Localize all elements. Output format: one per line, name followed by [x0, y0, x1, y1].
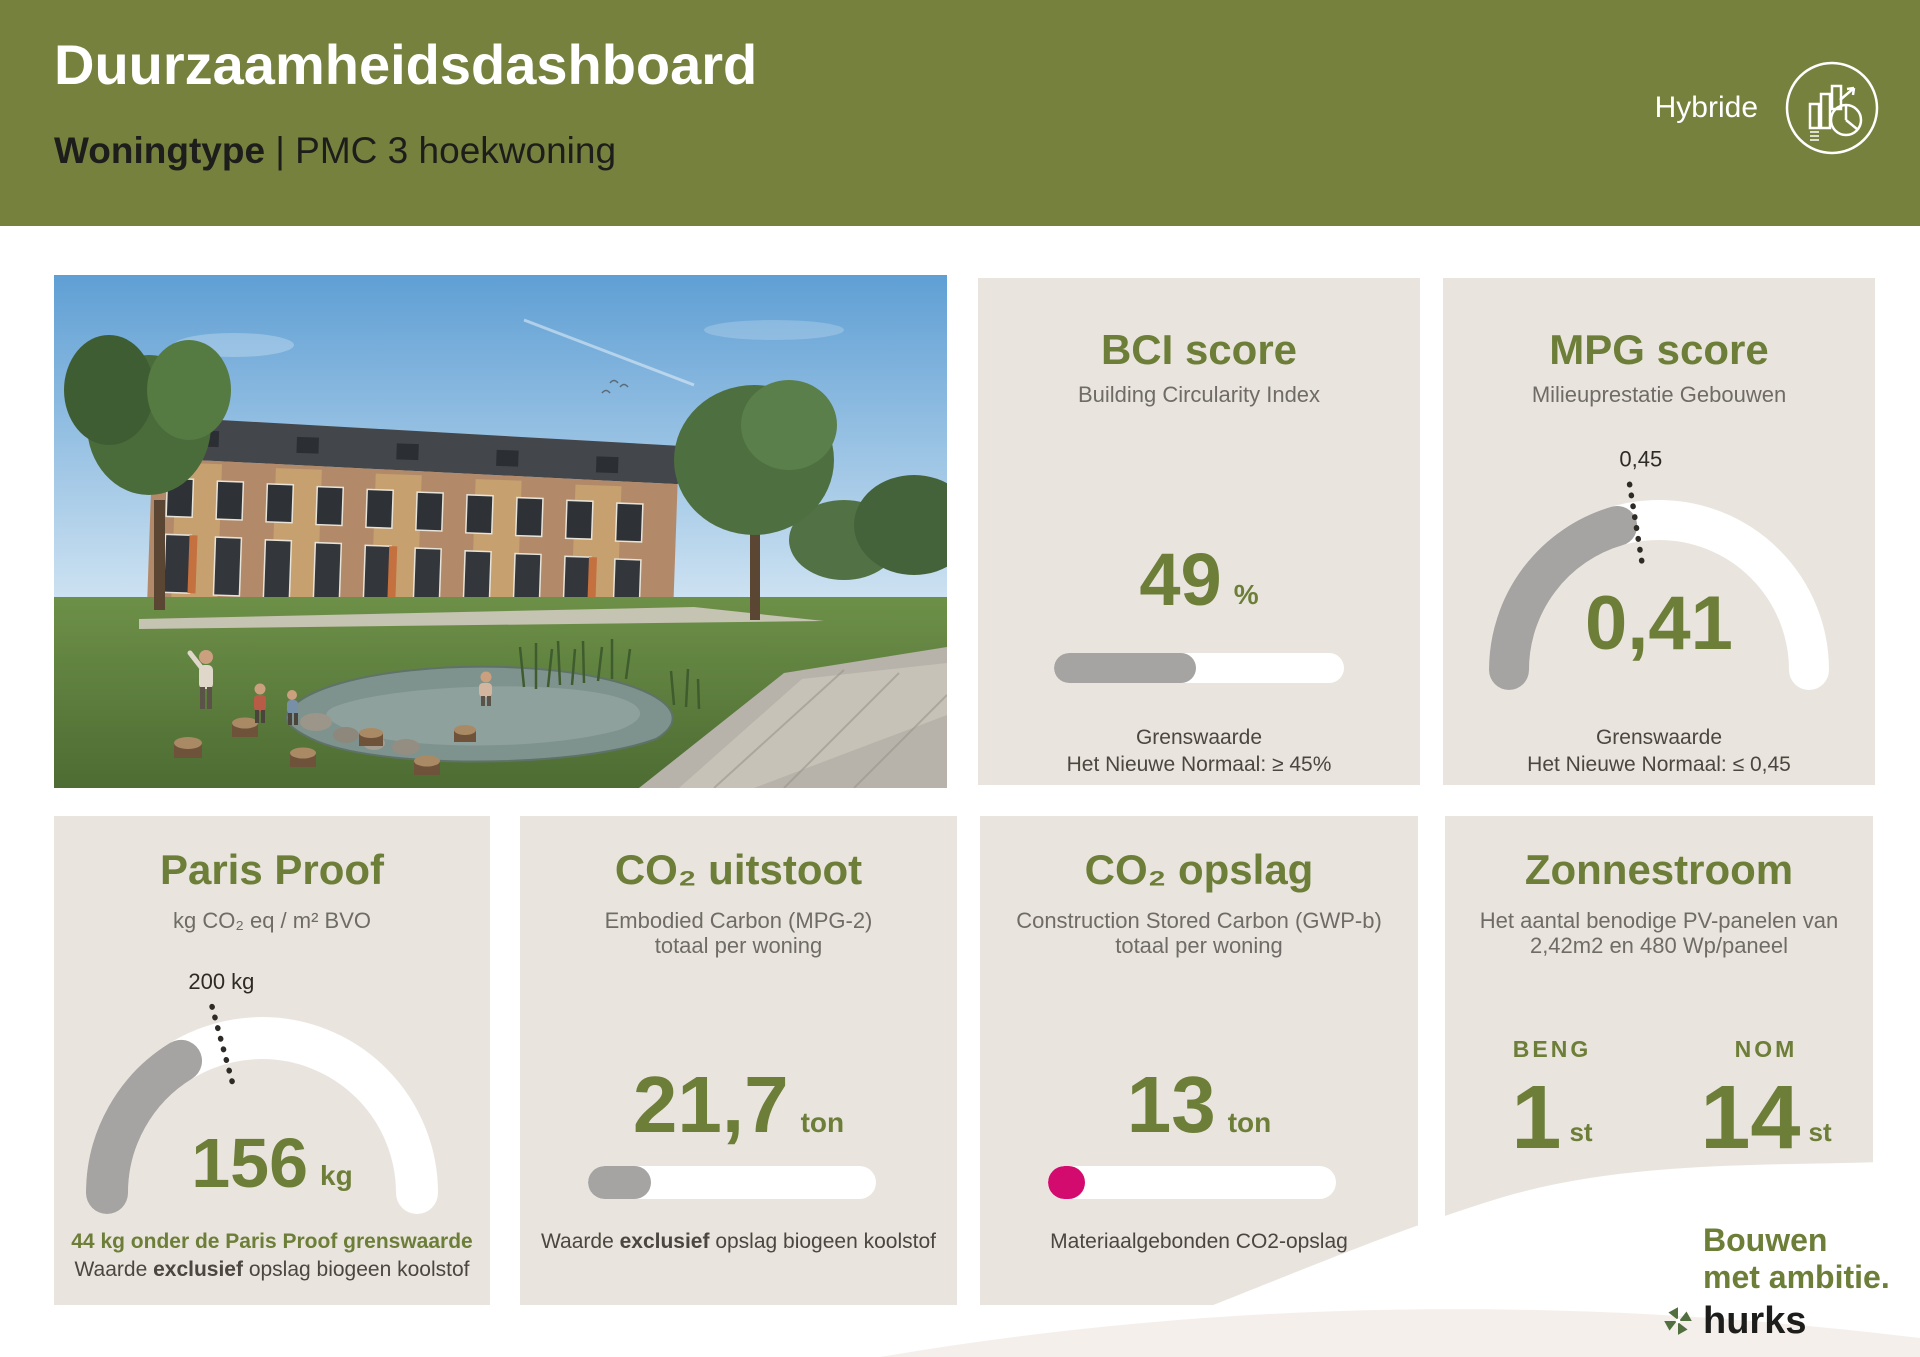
mpg-value: 0,41 — [1585, 581, 1733, 666]
zon-title: Zonnestroom — [1524, 846, 1794, 893]
co2u-value: 21,7 ton — [632, 1060, 845, 1149]
dashboard-icon — [1785, 61, 1879, 155]
card-co2-uitstoot: CO₂ uitstoot Embodied Carbon (MPG-2) tot… — [520, 816, 957, 1305]
bci-subtitle: Building Circularity Index — [1077, 382, 1321, 407]
card-bci-score: BCI score Building Circularity Index 49%… — [978, 278, 1420, 785]
card-co2-opslag: CO₂ opslag Construction Stored Carbon (G… — [980, 816, 1418, 1305]
co2o-subtitle: Construction Stored Carbon (GWP-b) totaa… — [1016, 908, 1382, 958]
bci-value: 49% — [1139, 538, 1259, 621]
card-mpg-score: MPG score Milieuprestatie Gebouwen 0,45 … — [1443, 278, 1875, 785]
co2u-progress-bar — [588, 1166, 876, 1199]
bci-threshold-note: Grenswaarde Het Nieuwe Normaal: ≥ 45% — [1066, 726, 1332, 776]
page-title: Duurzaamheidsdashboard — [54, 33, 758, 96]
mpg-gauge: 0,45 — [1489, 447, 1829, 690]
paris-title: Paris Proof — [159, 846, 385, 893]
co2u-footnote: Waarde exclusief opslag biogeen koolstof — [541, 1230, 936, 1253]
co2o-progress-bar — [1048, 1166, 1336, 1199]
variant-block: Hybride — [1655, 58, 1880, 158]
co2u-progress-fill — [588, 1166, 652, 1199]
mpg-threshold-note: Grenswaarde Het Nieuwe Normaal: ≤ 0,45 — [1527, 726, 1791, 776]
zon-subtitle: Het aantal benodige PV-panelen van 2,42m… — [1479, 908, 1839, 958]
variant-label: Hybride — [1654, 91, 1758, 124]
brand-name: hurks — [1703, 1300, 1807, 1342]
hurks-pinwheel-icon — [1664, 1307, 1692, 1335]
branding-block: Bouwen met ambitie. hurks — [1664, 1222, 1890, 1340]
bci-progress-fill — [1054, 653, 1197, 683]
bci-title: BCI score — [1100, 326, 1298, 373]
card-paris-proof: Paris Proof kg CO₂ eq / m² BVO 200 kg 15… — [54, 816, 490, 1305]
co2o-footnote: Materiaalgebonden CO2-opslag — [1050, 1230, 1348, 1253]
brand-logo-row: hurks — [1661, 1302, 1890, 1340]
paris-highlight-note: 44 kg onder de Paris Proof grenswaarde — [71, 1230, 473, 1253]
mpg-subtitle: Milieuprestatie Gebouwen — [1531, 382, 1787, 407]
co2u-subtitle: Embodied Carbon (MPG-2) totaal per wonin… — [604, 908, 873, 958]
paris-gauge: 200 kg — [86, 969, 438, 1214]
page-subtitle: Woningtype | PMC 3 hoekwoning — [54, 130, 616, 172]
project-photo — [54, 275, 947, 788]
paris-value: 156 kg — [191, 1124, 353, 1202]
paris-footnote: Waarde exclusief opslag biogeen koolstof — [74, 1258, 470, 1281]
header: Duurzaamheidsdashboard Woningtype | PMC … — [0, 0, 1920, 226]
bci-progress-bar — [1054, 653, 1344, 683]
co2o-value: 13 ton — [1126, 1060, 1272, 1149]
co2o-progress-fill — [1048, 1166, 1086, 1199]
co2u-title: CO₂ uitstoot — [614, 846, 863, 893]
co2o-title: CO₂ opslag — [1084, 846, 1314, 893]
slogan-line1: Bouwen — [1703, 1222, 1828, 1258]
svg-text:200 kg: 200 kg — [188, 969, 254, 994]
subtitle-woningtype: Woningtype — [54, 130, 266, 171]
paris-subtitle: kg CO₂ eq / m² BVO — [172, 908, 372, 933]
svg-text:0,45: 0,45 — [1619, 447, 1662, 472]
mpg-title: MPG score — [1549, 326, 1769, 373]
slogan-line2: met ambitie. — [1703, 1259, 1890, 1295]
subtitle-type: | PMC 3 hoekwoning — [265, 130, 617, 171]
